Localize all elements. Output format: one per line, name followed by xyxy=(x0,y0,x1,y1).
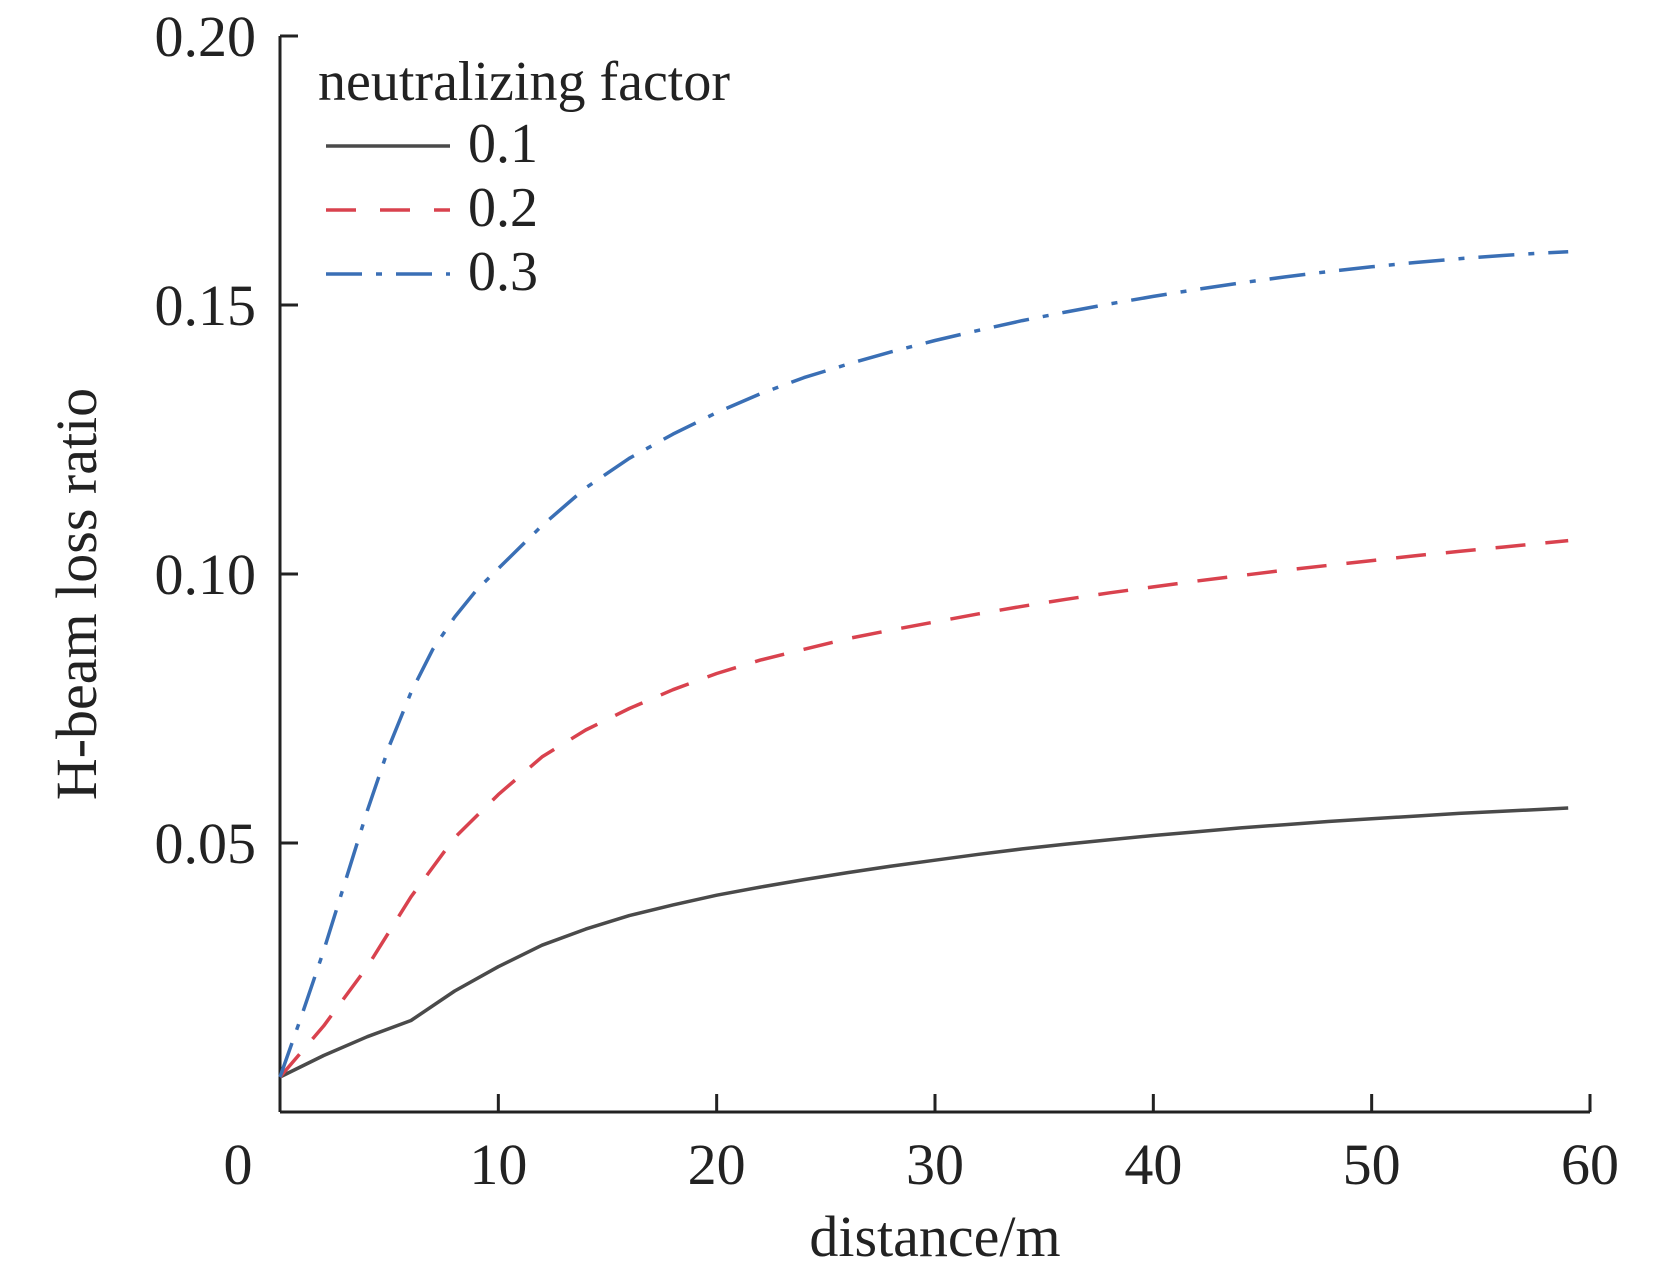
series-layer xyxy=(278,249,1569,1079)
x-tick-label: 40 xyxy=(1124,1132,1182,1197)
x-tick-label: 30 xyxy=(906,1132,964,1197)
y-tick-label: 0.05 xyxy=(155,811,257,876)
y-tick-label: 0.15 xyxy=(155,273,257,338)
y-axis-label: H-beam loss ratio xyxy=(44,388,109,800)
x-tick-label: 20 xyxy=(688,1132,746,1197)
y-tick-label: 0.10 xyxy=(155,542,257,607)
legend-title: neutralizing factor xyxy=(318,51,730,113)
series-line-0-2 xyxy=(278,538,1569,1079)
series-line-0-1 xyxy=(279,806,1569,1079)
legend: neutralizing factor 0.10.20.3 xyxy=(318,51,730,303)
x-tick-label: 10 xyxy=(469,1132,527,1197)
x-tick-label: 60 xyxy=(1561,1132,1619,1197)
legend-label-0-2: 0.2 xyxy=(468,177,538,239)
x-axis-label: distance/m xyxy=(809,1204,1060,1269)
series-line-0-3 xyxy=(278,249,1569,1078)
x-tick-label: 50 xyxy=(1343,1132,1401,1197)
legend-label-0-1: 0.1 xyxy=(468,113,538,175)
legend-label-0-3: 0.3 xyxy=(468,241,538,303)
axes: 0 10 20 30 40 50 60 0.05 0.10 0.15 0.20 xyxy=(155,4,1620,1197)
x-tick-label: 0 xyxy=(224,1132,253,1197)
y-tick-label: 0.20 xyxy=(155,4,257,69)
